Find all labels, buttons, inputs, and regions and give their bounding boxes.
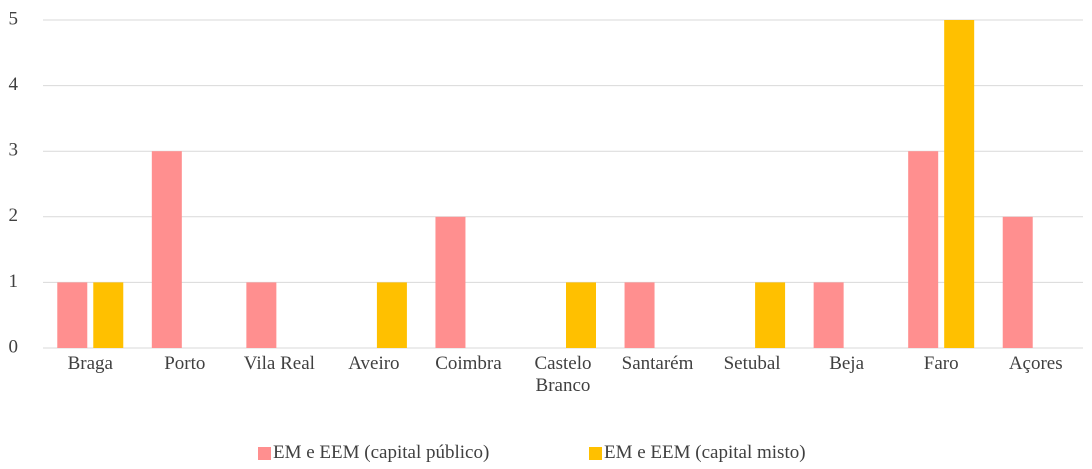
bar xyxy=(908,151,939,348)
bar xyxy=(93,282,124,348)
x-tick-label: Açores xyxy=(1008,353,1063,374)
bar xyxy=(755,282,786,348)
legend-item: EM e EEM (capital misto) xyxy=(589,442,806,464)
bar xyxy=(813,282,844,348)
x-tick-label: Braga xyxy=(67,353,113,374)
legend-swatch xyxy=(258,446,271,460)
x-tick-label: Porto xyxy=(164,353,206,374)
y-tick-label: 5 xyxy=(9,8,19,29)
x-tick-label: Setubal xyxy=(723,353,781,374)
legend-label: EM e EEM (capital público) xyxy=(273,442,490,463)
y-tick-label: 3 xyxy=(9,140,19,161)
x-tick-label: Vila Real xyxy=(243,353,315,374)
bar xyxy=(944,20,975,348)
bar xyxy=(57,282,88,348)
bar xyxy=(376,282,407,348)
x-tick-label: Coimbra xyxy=(435,353,502,374)
x-tick-label: Faro xyxy=(923,353,959,374)
bar xyxy=(435,216,466,348)
y-tick-label: 1 xyxy=(9,271,19,292)
y-tick-label: 4 xyxy=(9,74,19,95)
x-tick-label: Beja xyxy=(829,353,865,374)
y-tick-label: 2 xyxy=(9,205,19,226)
x-tick-label: Santarém xyxy=(621,353,694,374)
legend-label: EM e EEM (capital misto) xyxy=(604,442,806,463)
bar xyxy=(246,282,277,348)
bar xyxy=(566,282,596,348)
x-tick-label: Castelo Branco xyxy=(534,353,592,396)
x-tick-label: Aveiro xyxy=(348,353,400,374)
y-tick-label: 0 xyxy=(9,336,19,357)
bar xyxy=(151,151,182,348)
bar xyxy=(1002,216,1033,348)
bar xyxy=(624,282,655,348)
legend-item: EM e EEM (capital público) xyxy=(258,442,489,464)
legend-swatch xyxy=(589,446,602,460)
